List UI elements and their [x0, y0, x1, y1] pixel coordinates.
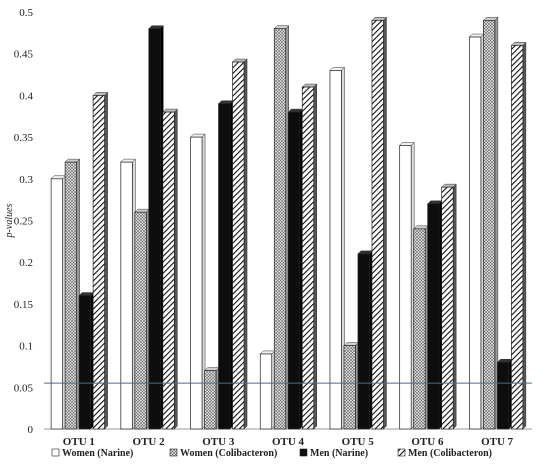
- y-tick-label: 0.35: [14, 132, 34, 144]
- bar: [343, 345, 356, 430]
- bar: [357, 253, 370, 430]
- y-tick-label: 0.45: [14, 49, 34, 61]
- bar: [511, 45, 524, 430]
- x-tick-label: OTU 5: [342, 436, 375, 448]
- bar: [413, 228, 426, 430]
- bar: [399, 145, 412, 430]
- y-tick-label: 0.15: [14, 299, 34, 311]
- legend-label: Women (Narine): [62, 448, 133, 459]
- legend-swatch: [51, 448, 60, 457]
- bar-side: [313, 83, 317, 430]
- x-tick-label: OTU 2: [133, 436, 166, 448]
- x-tick-label: OTU 1: [63, 436, 95, 448]
- y-tick-label: 0.2: [19, 257, 33, 269]
- bar: [329, 70, 342, 430]
- bar: [301, 86, 315, 430]
- bar: [134, 211, 147, 430]
- bar: [190, 136, 203, 430]
- bar: [78, 295, 91, 430]
- bar: [120, 161, 133, 430]
- legend-label: Women (Colibacteron): [180, 448, 277, 459]
- legend-swatch: [299, 448, 308, 457]
- bar-side: [522, 41, 527, 430]
- x-tick-label: OTU 6: [411, 436, 444, 448]
- labels-layer: 0 0.05 0.1 0.15 0.2 0.25 0.3 0.35 0.4 0.45 0.5 p-va…: [4, 7, 514, 448]
- legend-label: Men (Colibacteron): [408, 448, 492, 459]
- y-tick-label: 0.25: [14, 216, 34, 228]
- legend-swatch: [169, 448, 178, 457]
- y-tick-label: 0: [28, 424, 34, 436]
- bar: [50, 178, 63, 430]
- y-tick-label: 0.1: [19, 341, 33, 353]
- x-tick-label: OTU 3: [202, 436, 235, 448]
- bar: [469, 36, 482, 430]
- y-tick-label: 0.05: [14, 382, 34, 394]
- bar: [273, 28, 287, 430]
- y-tick-label: 0.3: [19, 174, 33, 186]
- legend-label: Men (Narine): [310, 448, 368, 459]
- bar: [371, 19, 384, 430]
- bar: [232, 61, 245, 430]
- bar-side: [452, 183, 457, 430]
- bar-side: [383, 16, 387, 430]
- bar-side: [104, 91, 108, 430]
- x-tick-label: OTU 7: [481, 436, 514, 448]
- bars-layer: [50, 16, 527, 430]
- bar: [441, 186, 454, 430]
- y-tick-label: 0.4: [19, 90, 33, 102]
- bar: [148, 28, 161, 430]
- bar-side: [243, 58, 248, 430]
- bar: [287, 111, 301, 430]
- bar-side: [174, 108, 178, 430]
- bar: [483, 19, 496, 430]
- bar: [218, 103, 231, 430]
- legend: Women (Narine) Women (Colibacteron) Men (N…: [51, 448, 492, 459]
- bar: [497, 361, 510, 430]
- x-tick-label: OTU 4: [272, 436, 305, 448]
- y-axis-label: p-values: [4, 203, 15, 238]
- bar: [204, 370, 217, 430]
- bar: [64, 161, 77, 430]
- bar: [259, 353, 273, 430]
- y-tick-label: 0.5: [19, 7, 33, 19]
- bar: [92, 95, 105, 430]
- bar: [162, 111, 175, 430]
- legend-swatch: [397, 448, 406, 457]
- bar: [427, 203, 440, 430]
